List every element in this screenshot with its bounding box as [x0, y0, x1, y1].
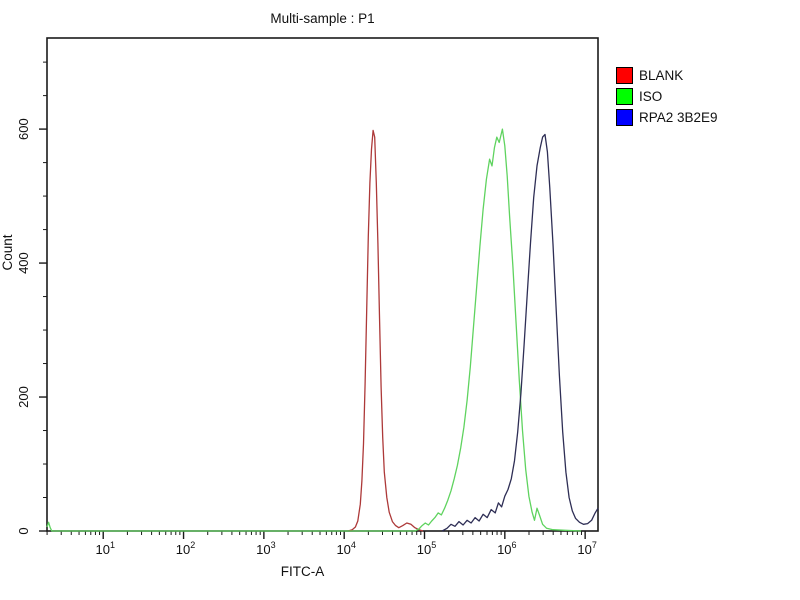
- histogram-curve-blank: [347, 129, 424, 532]
- y-tick-label: 600: [16, 118, 31, 140]
- legend-label: BLANK: [639, 68, 684, 83]
- x-tick-label: 105: [417, 540, 436, 557]
- x-tick-label: 103: [256, 540, 275, 557]
- x-tick-label: 102: [176, 540, 195, 557]
- histogram-curve-rpa2-3b2e9: [441, 133, 599, 532]
- x-tick-label: 107: [577, 540, 596, 557]
- legend-swatch-blue: [616, 109, 633, 126]
- legend-item-rpa2[interactable]: RPA2 3B2E9: [616, 107, 718, 128]
- x-tick-label: 106: [497, 540, 516, 557]
- y-tick-label: 0: [16, 527, 31, 534]
- legend: BLANK ISO RPA2 3B2E9: [616, 65, 718, 128]
- legend-item-blank[interactable]: BLANK: [616, 65, 718, 86]
- x-tick-label: 104: [336, 540, 355, 557]
- legend-swatch-red: [616, 67, 633, 84]
- legend-label: ISO: [639, 89, 663, 104]
- x-tick-label: 101: [95, 540, 114, 557]
- legend-item-iso[interactable]: ISO: [616, 86, 718, 107]
- chart-title: Multi-sample : P1: [270, 11, 375, 26]
- y-tick-label: 400: [16, 252, 31, 274]
- y-tick-label: 200: [16, 386, 31, 408]
- legend-label: RPA2 3B2E9: [639, 110, 718, 125]
- y-axis-label: Count: [0, 234, 15, 270]
- legend-swatch-green: [616, 88, 633, 105]
- x-axis-label: FITC-A: [281, 564, 325, 579]
- histogram-curve-iso: [46, 128, 582, 532]
